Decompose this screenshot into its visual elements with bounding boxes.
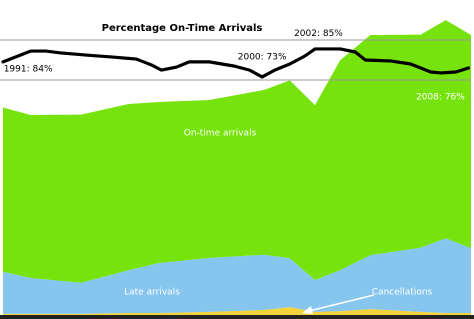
area-layer <box>3 20 471 315</box>
bottom-edge <box>0 315 474 319</box>
area <box>3 238 471 314</box>
cancellations-arrowhead <box>302 306 313 314</box>
line <box>1 47 471 79</box>
line-layer: 1991: 84% 2000: 73% 2002: 85% 2008: 76% <box>1 29 471 102</box>
area <box>3 20 471 283</box>
area <box>3 307 471 315</box>
series-label: Late arrivals <box>124 288 180 298</box>
cancellations-arrow <box>308 294 375 312</box>
series-label: Cancellations <box>372 288 433 298</box>
annotation: 2008: 76% <box>416 92 465 102</box>
chart-title: Percentage On-Time Arrivals <box>102 23 263 34</box>
series-label: On-time arrivals <box>184 129 257 139</box>
annotation: 1991: 84% <box>4 65 53 75</box>
label-layer: Cancellations Late arrivals On-time arriva… <box>124 129 432 298</box>
annotation: 2002: 85% <box>294 29 343 39</box>
annotation: 2000: 73% <box>238 52 287 62</box>
